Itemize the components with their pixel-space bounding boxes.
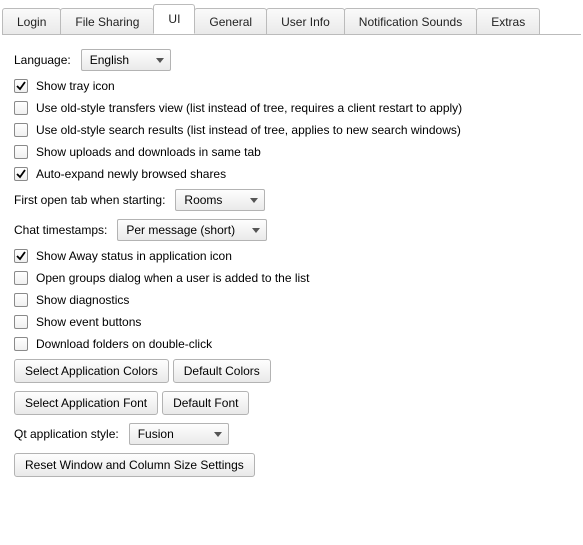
- select-colors-button-label: Select Application Colors: [25, 364, 158, 378]
- qt-style-select[interactable]: Fusion: [129, 423, 229, 445]
- select-font-button[interactable]: Select Application Font: [14, 391, 158, 415]
- option-download-folders-dblclick: Download folders on double-click: [14, 337, 569, 351]
- option-auto-expand-shares: Auto-expand newly browsed shares: [14, 167, 569, 181]
- checkbox-old-transfers-view[interactable]: [14, 101, 28, 115]
- default-colors-button-label: Default Colors: [184, 364, 260, 378]
- checkbox-label-old-search-results: Use old-style search results (list inste…: [36, 123, 461, 137]
- tab-extras[interactable]: Extras: [476, 8, 540, 35]
- checkbox-old-search-results[interactable]: [14, 123, 28, 137]
- language-label: Language:: [14, 53, 71, 67]
- chat-timestamps-select-value: Per message (short): [126, 223, 235, 237]
- chevron-down-icon: [156, 58, 164, 63]
- tab-general[interactable]: General: [194, 8, 267, 35]
- checkbox-label-show-diagnostics: Show diagnostics: [36, 293, 129, 307]
- qt-style-select-value: Fusion: [138, 427, 174, 441]
- reset-sizes-button-label: Reset Window and Column Size Settings: [25, 458, 244, 472]
- default-colors-button[interactable]: Default Colors: [173, 359, 271, 383]
- qt-style-label: Qt application style:: [14, 427, 119, 441]
- checkbox-download-folders-dblclick[interactable]: [14, 337, 28, 351]
- checkbox-uploads-downloads-same-tab[interactable]: [14, 145, 28, 159]
- reset-sizes-button[interactable]: Reset Window and Column Size Settings: [14, 453, 255, 477]
- checkbox-auto-expand-shares[interactable]: [14, 167, 28, 181]
- checkbox-open-groups-on-add[interactable]: [14, 271, 28, 285]
- select-font-button-label: Select Application Font: [25, 396, 147, 410]
- tab-login[interactable]: Login: [2, 8, 61, 35]
- option-show-diagnostics: Show diagnostics: [14, 293, 569, 307]
- checkbox-show-diagnostics[interactable]: [14, 293, 28, 307]
- first-tab-label: First open tab when starting:: [14, 193, 165, 207]
- tab-user-info[interactable]: User Info: [266, 8, 345, 35]
- tab-bar: LoginFile SharingUIGeneralUser InfoNotif…: [2, 4, 583, 34]
- option-open-groups-on-add: Open groups dialog when a user is added …: [14, 271, 569, 285]
- checkbox-label-old-transfers-view: Use old-style transfers view (list inste…: [36, 101, 462, 115]
- checkbox-away-in-icon[interactable]: [14, 249, 28, 263]
- tab-file-sharing[interactable]: File Sharing: [60, 8, 154, 35]
- option-uploads-downloads-same-tab: Show uploads and downloads in same tab: [14, 145, 569, 159]
- language-select-value: English: [90, 53, 129, 67]
- tab-underline: [2, 34, 581, 35]
- checkbox-label-auto-expand-shares: Auto-expand newly browsed shares: [36, 167, 226, 181]
- option-old-search-results: Use old-style search results (list inste…: [14, 123, 569, 137]
- checkbox-show-event-buttons[interactable]: [14, 315, 28, 329]
- chevron-down-icon: [250, 198, 258, 203]
- first-tab-select[interactable]: Rooms: [175, 189, 265, 211]
- checkbox-show-tray-icon[interactable]: [14, 79, 28, 93]
- option-old-transfers-view: Use old-style transfers view (list inste…: [14, 101, 569, 115]
- chat-timestamps-select[interactable]: Per message (short): [117, 219, 267, 241]
- chevron-down-icon: [252, 228, 260, 233]
- default-font-button-label: Default Font: [173, 396, 238, 410]
- select-colors-button[interactable]: Select Application Colors: [14, 359, 169, 383]
- checkbox-label-away-in-icon: Show Away status in application icon: [36, 249, 232, 263]
- checkbox-label-download-folders-dblclick: Download folders on double-click: [36, 337, 212, 351]
- chat-timestamps-label: Chat timestamps:: [14, 223, 107, 237]
- tab-ui[interactable]: UI: [153, 4, 195, 34]
- chevron-down-icon: [214, 432, 222, 437]
- default-font-button[interactable]: Default Font: [162, 391, 249, 415]
- checkbox-label-uploads-downloads-same-tab: Show uploads and downloads in same tab: [36, 145, 261, 159]
- option-show-tray-icon: Show tray icon: [14, 79, 569, 93]
- first-tab-select-value: Rooms: [184, 193, 222, 207]
- checkbox-label-open-groups-on-add: Open groups dialog when a user is added …: [36, 271, 310, 285]
- checkbox-label-show-event-buttons: Show event buttons: [36, 315, 141, 329]
- tab-notification-sounds[interactable]: Notification Sounds: [344, 8, 477, 35]
- checkbox-label-show-tray-icon: Show tray icon: [36, 79, 115, 93]
- option-show-event-buttons: Show event buttons: [14, 315, 569, 329]
- option-away-in-icon: Show Away status in application icon: [14, 249, 569, 263]
- tab-panel-ui: Language: English Show tray icon Use old-…: [0, 35, 583, 499]
- language-select[interactable]: English: [81, 49, 171, 71]
